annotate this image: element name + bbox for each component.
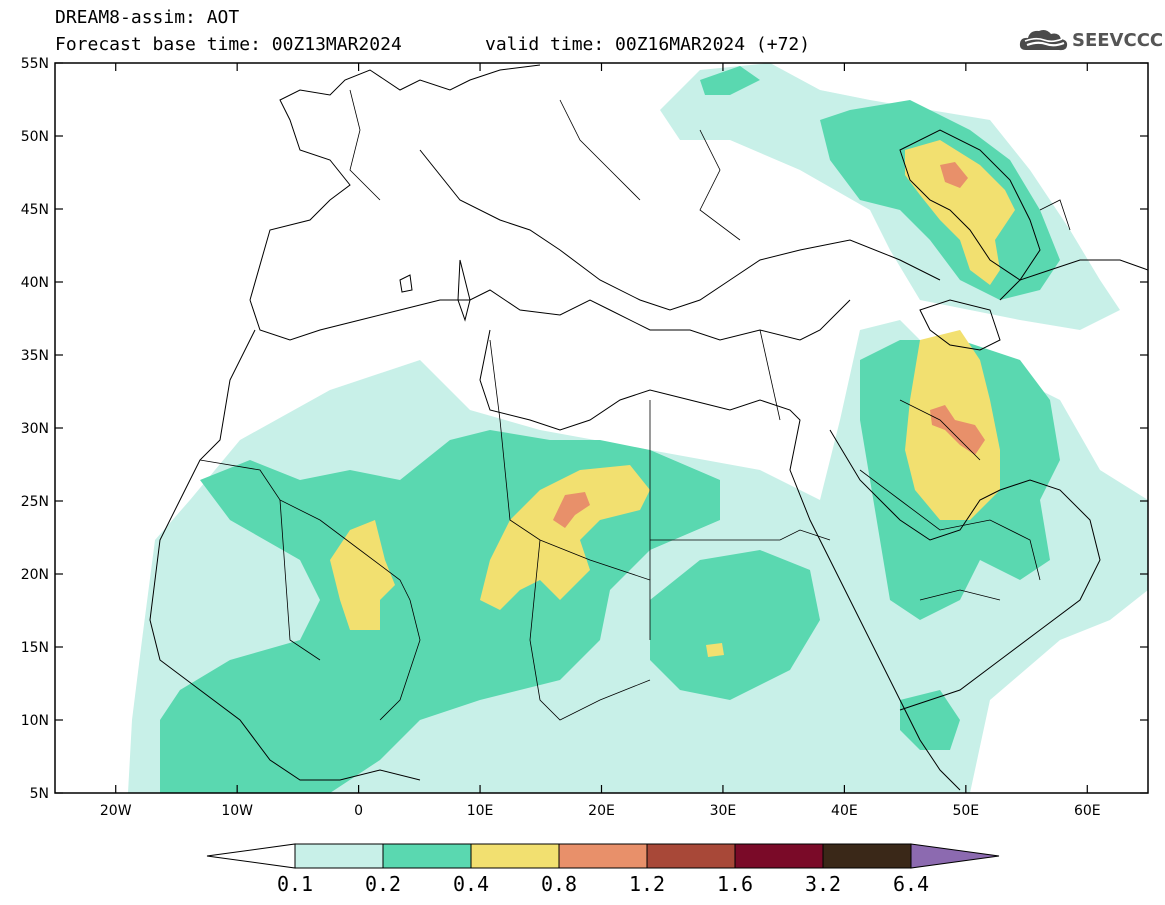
lat-tick-label: 15N bbox=[21, 640, 49, 656]
coastlines bbox=[149, 64, 1148, 791]
country-borders bbox=[199, 89, 1071, 721]
longitude-axis: 20W 10W 0 10E 20E 30E 40E 50E 60E bbox=[100, 63, 1101, 819]
lat-tick-label: 5N bbox=[30, 786, 49, 802]
colorbar-label: 0.4 bbox=[453, 872, 489, 896]
lon-tick-label: 40E bbox=[831, 803, 858, 819]
lat-tick-label: 50N bbox=[21, 129, 49, 145]
lat-tick-label: 30N bbox=[21, 421, 49, 437]
lon-tick-label: 30E bbox=[710, 803, 737, 819]
colorbar-label: 0.8 bbox=[541, 872, 577, 896]
colorbar-swatch bbox=[382, 843, 472, 869]
colorbar-label: 6.4 bbox=[893, 872, 929, 896]
aot-level-0-8 bbox=[553, 162, 985, 528]
lat-tick-label: 20N bbox=[21, 567, 49, 583]
colorbar-label: 1.6 bbox=[717, 872, 753, 896]
colorbar-under-arrow bbox=[206, 843, 296, 869]
logo-text: SEEVCCC bbox=[1072, 29, 1164, 51]
lat-tick-label: 35N bbox=[21, 348, 49, 364]
map-title: DREAM8-assim: AOT bbox=[55, 7, 240, 28]
colorbar-over-arrow bbox=[910, 843, 1000, 869]
colorbar-label: 0.2 bbox=[365, 872, 401, 896]
valid-time: valid time: 00Z16MAR2024 (+72) bbox=[485, 34, 811, 55]
lon-tick-label: 20W bbox=[100, 803, 132, 819]
lat-tick-label: 25N bbox=[21, 494, 49, 510]
cloud-icon bbox=[1019, 30, 1068, 51]
lon-tick-label: 20E bbox=[588, 803, 615, 819]
base-time: Forecast base time: 00Z13MAR2024 bbox=[55, 34, 402, 55]
lon-tick-label: 60E bbox=[1074, 803, 1101, 819]
aot-field bbox=[128, 63, 1148, 793]
colorbar-swatch bbox=[294, 843, 384, 869]
colorbar-label: 0.1 bbox=[277, 872, 313, 896]
colorbar-swatch bbox=[558, 843, 648, 869]
lon-tick-label: 50E bbox=[952, 803, 979, 819]
colorbar-swatch bbox=[822, 843, 912, 869]
lon-tick-label: 0 bbox=[354, 803, 363, 819]
colorbar-label: 3.2 bbox=[805, 872, 841, 896]
colorbar-swatch bbox=[470, 843, 560, 869]
colorbar-label: 1.2 bbox=[629, 872, 665, 896]
colorbar-swatch bbox=[734, 843, 824, 869]
colorbar: 0.1 0.2 0.4 0.8 1.2 1.6 3.2 6.4 bbox=[206, 843, 1000, 896]
latitude-axis: 55N 50N 45N 40N 35N 30N 25N 20N 15N 10N 5N bbox=[21, 56, 1148, 802]
forecast-times: Forecast base time: 00Z13MAR2024 valid ti… bbox=[55, 34, 810, 55]
logo: SEEVCCC bbox=[1018, 26, 1163, 54]
lon-tick-label: 10W bbox=[221, 803, 253, 819]
lat-tick-label: 40N bbox=[21, 275, 49, 291]
lat-tick-label: 55N bbox=[21, 56, 49, 72]
lon-tick-label: 10E bbox=[467, 803, 494, 819]
lat-tick-label: 45N bbox=[21, 202, 49, 218]
lat-tick-label: 10N bbox=[21, 713, 49, 729]
colorbar-swatch bbox=[646, 843, 736, 869]
